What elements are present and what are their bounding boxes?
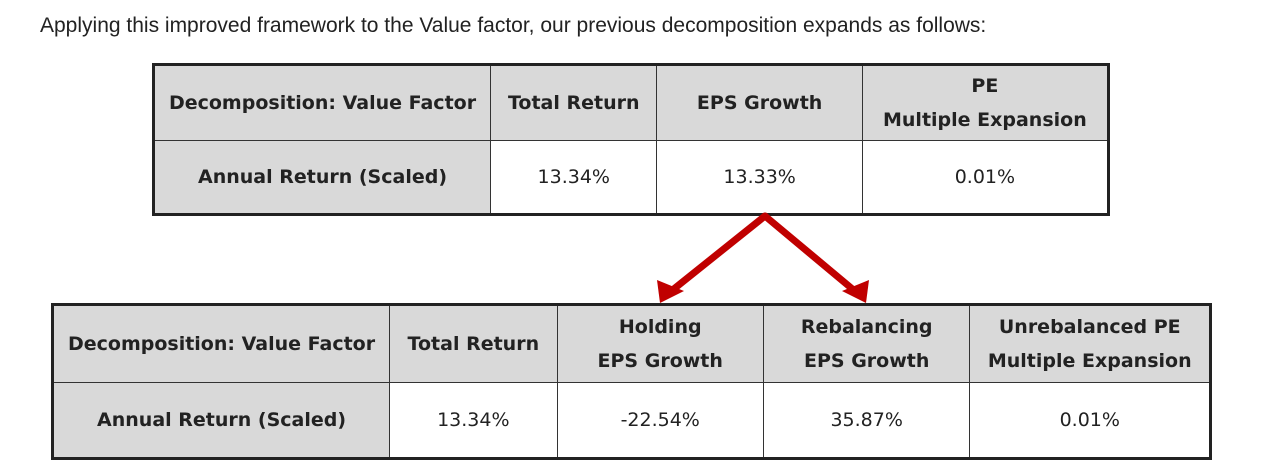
decomposition-table-bottom: Decomposition: Value Factor Total Return… bbox=[51, 303, 1212, 460]
header-line: EPS Growth bbox=[597, 350, 723, 372]
header-cell: PE Multiple Expansion bbox=[861, 64, 1110, 141]
value-cell: 13.34% bbox=[490, 140, 658, 215]
header-line: Rebalancing bbox=[800, 316, 933, 338]
value-cell: -22.54% bbox=[556, 382, 764, 459]
header-line: Multiple Expansion bbox=[987, 350, 1192, 372]
table-row: Annual Return (Scaled) 13.34% -22.54% 35… bbox=[51, 382, 1211, 459]
decomposition-table-top: Decomposition: Value Factor Total Return… bbox=[152, 63, 1110, 216]
value-cell: 0.01% bbox=[861, 140, 1110, 215]
intro-paragraph: Applying this improved framework to the … bbox=[40, 14, 987, 37]
row-label: Annual Return (Scaled) bbox=[51, 382, 391, 459]
value-cell: 13.34% bbox=[389, 382, 558, 459]
header-cell: Unrebalanced PE Multiple Expansion bbox=[969, 304, 1211, 383]
header-line: PE bbox=[971, 75, 999, 97]
header-cell: Total Return bbox=[490, 64, 658, 141]
header-line: Unrebalanced PE bbox=[998, 316, 1181, 338]
value-cell: 0.01% bbox=[969, 382, 1211, 459]
header-cell: Holding EPS Growth bbox=[556, 304, 764, 383]
header-line: EPS Growth bbox=[803, 350, 930, 372]
arrow-left-line bbox=[666, 212, 769, 296]
table-row: Annual Return (Scaled) 13.34% 13.33% 0.0… bbox=[152, 140, 1110, 215]
arrow-left-head bbox=[657, 280, 684, 303]
header-cell: Decomposition: Value Factor bbox=[152, 64, 492, 141]
table-header-row: Decomposition: Value Factor Total Return… bbox=[152, 64, 1110, 141]
row-label: Annual Return (Scaled) bbox=[152, 140, 492, 215]
table-header-row: Decomposition: Value Factor Total Return… bbox=[51, 304, 1211, 383]
arrow-right-head bbox=[842, 280, 869, 303]
value-cell: 35.87% bbox=[762, 382, 971, 459]
header-cell: EPS Growth bbox=[656, 64, 863, 141]
header-cell: Total Return bbox=[389, 304, 558, 383]
header-line: Holding bbox=[618, 316, 702, 338]
header-cell: Decomposition: Value Factor bbox=[51, 304, 391, 383]
arrow-right-line bbox=[761, 212, 860, 296]
header-line: Multiple Expansion bbox=[883, 109, 1087, 131]
header-cell: Rebalancing EPS Growth bbox=[762, 304, 971, 383]
value-cell: 13.33% bbox=[656, 140, 863, 215]
